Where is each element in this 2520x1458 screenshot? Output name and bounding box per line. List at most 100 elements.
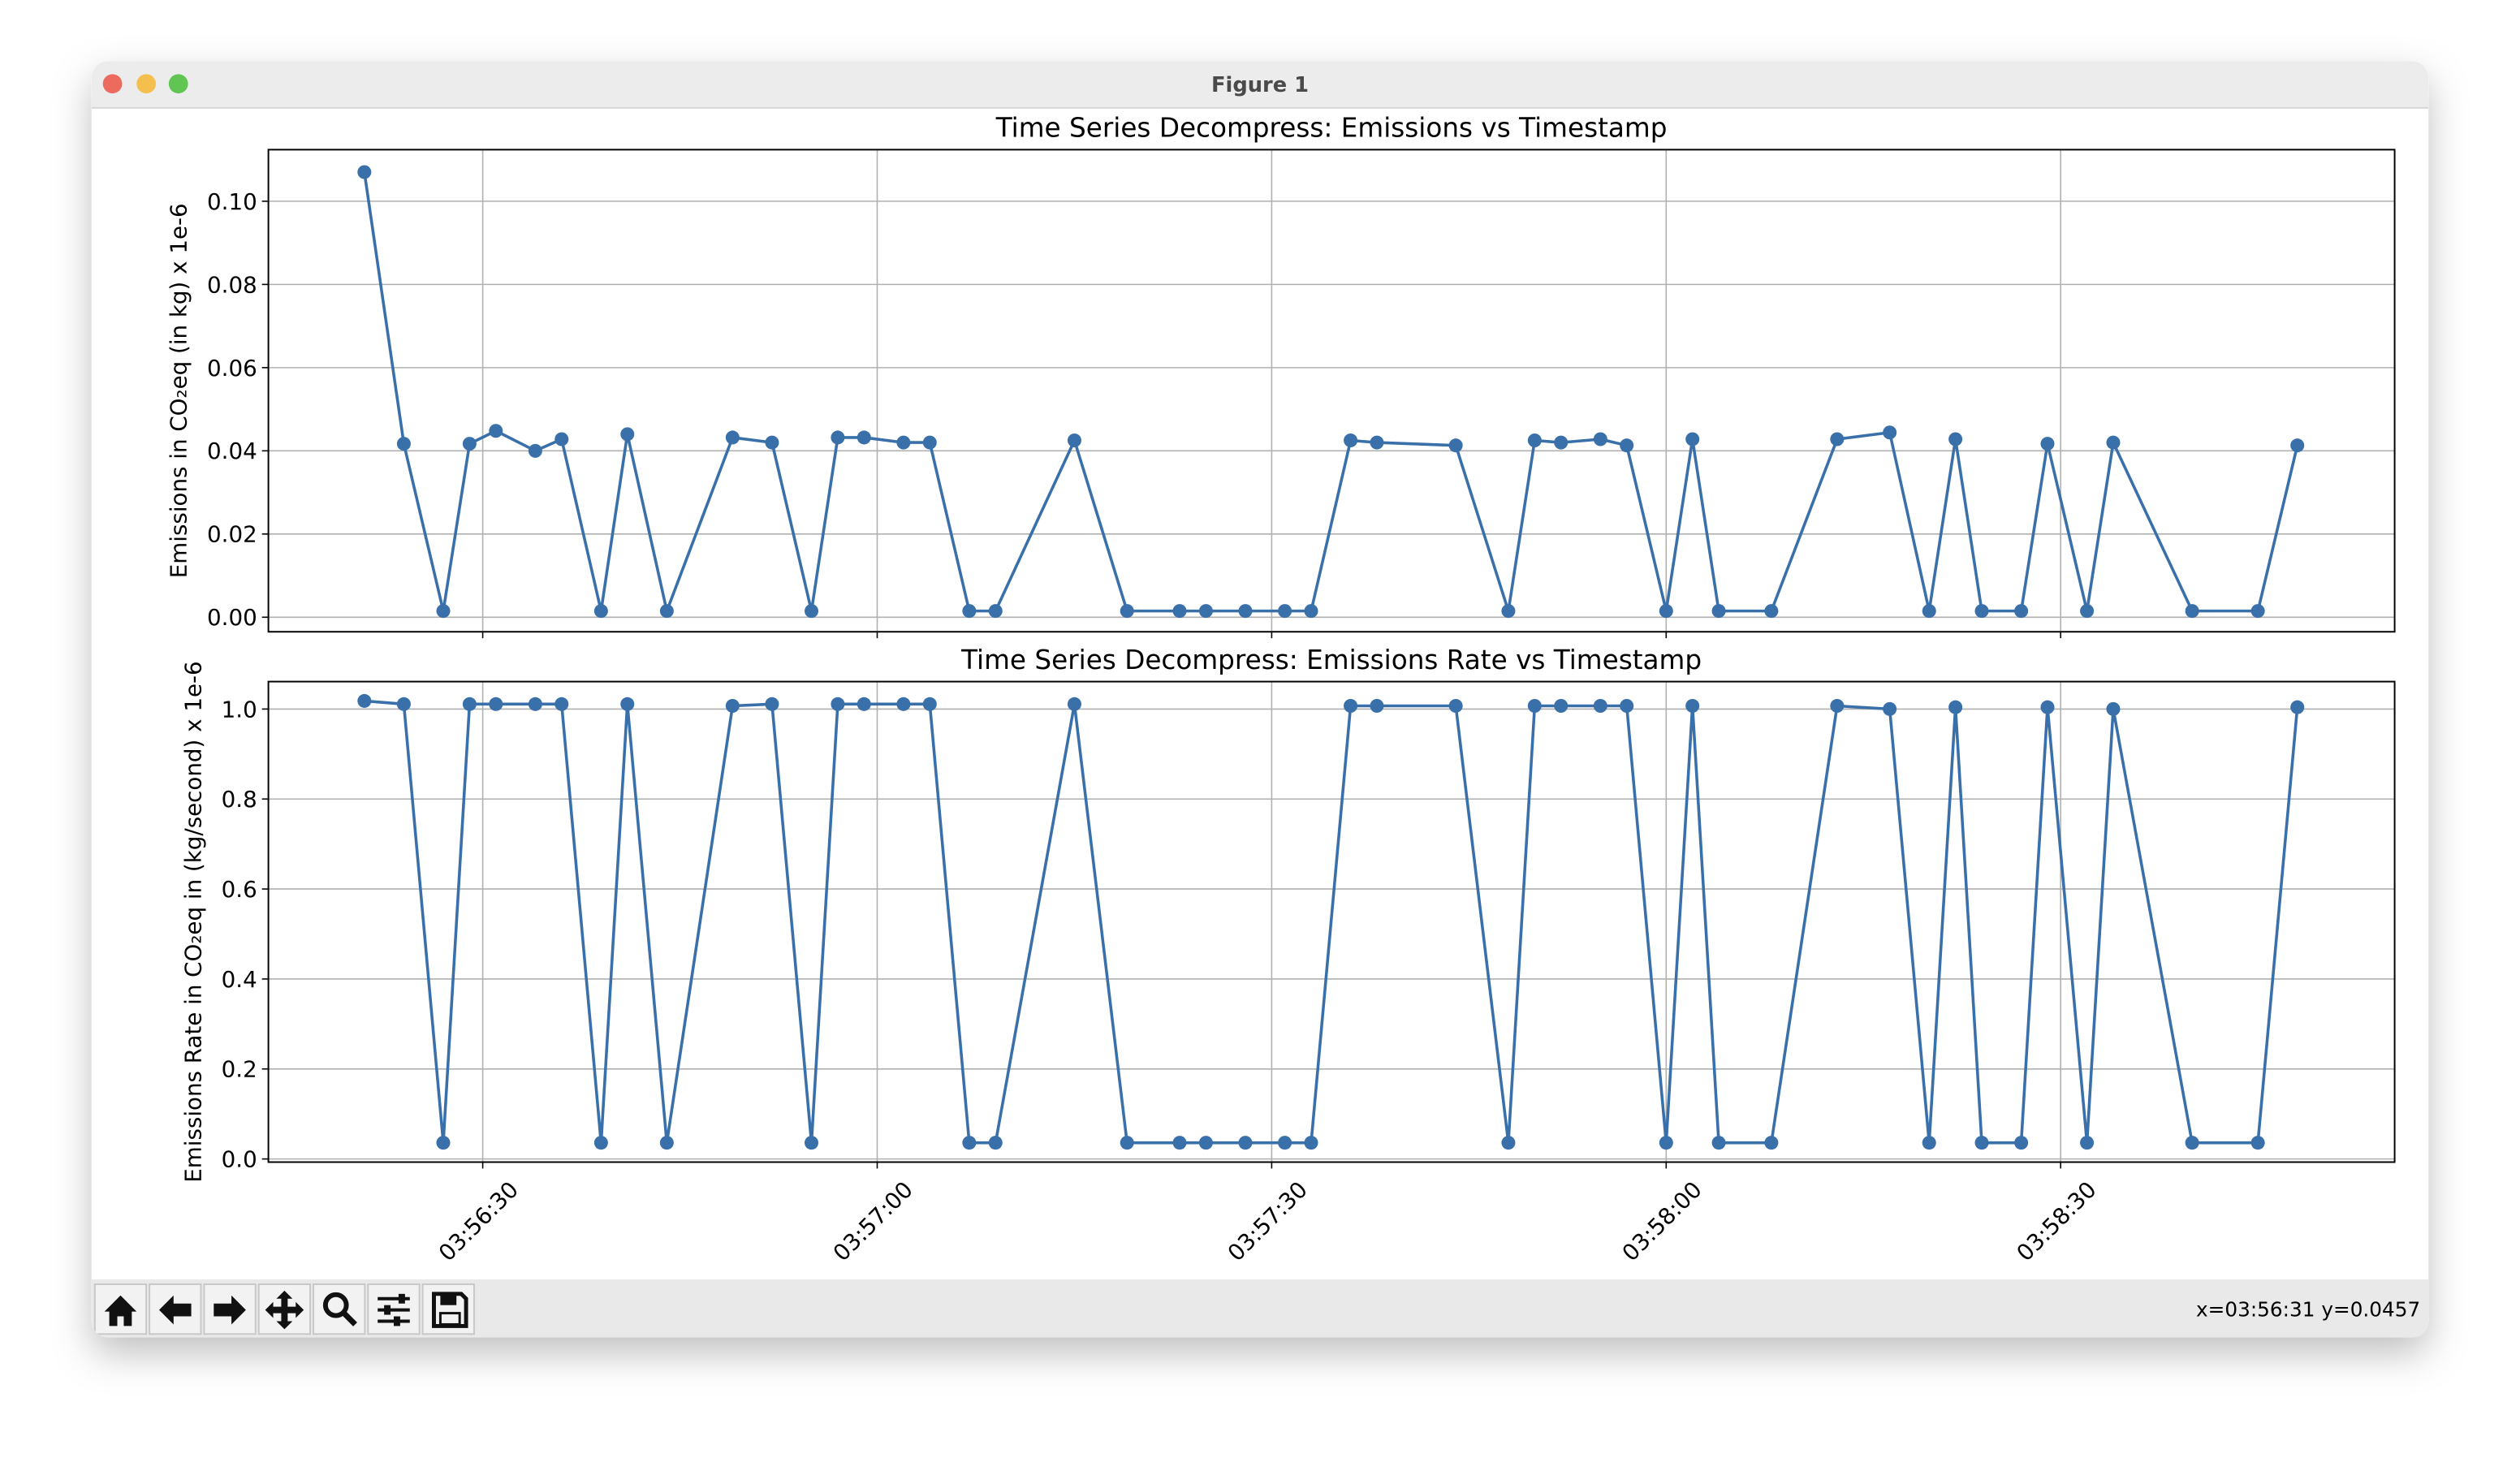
- data-point: [1501, 604, 1516, 619]
- data-point: [659, 604, 674, 619]
- data-point: [1711, 1136, 1726, 1150]
- data-point: [1711, 604, 1726, 619]
- data-point: [1172, 604, 1187, 619]
- data-point: [988, 604, 1003, 619]
- data-point: [1974, 604, 1989, 619]
- data-point: [1370, 435, 1384, 450]
- data-point: [659, 1136, 674, 1150]
- y-tick-label: 0.02: [207, 521, 257, 548]
- data-point: [1883, 701, 1897, 716]
- data-point: [1620, 438, 1634, 453]
- window-title: Figure 1: [1211, 73, 1309, 97]
- data-point: [436, 1136, 451, 1150]
- y-tick-label: 1.0: [222, 696, 257, 723]
- plot-frame: [267, 149, 2396, 633]
- data-point: [2080, 604, 2095, 619]
- data-point: [805, 1136, 819, 1150]
- data-point: [1370, 699, 1384, 714]
- data-point: [765, 697, 779, 711]
- y-tick-label: 0.2: [222, 1056, 257, 1083]
- data-point: [2014, 1136, 2029, 1150]
- data-point: [357, 165, 372, 179]
- data-point: [896, 435, 911, 450]
- data-point: [1922, 604, 1936, 619]
- status-text: x=03:56:31 y=0.0457: [2196, 1298, 2420, 1322]
- save-button[interactable]: [421, 1283, 475, 1335]
- data-point: [396, 437, 411, 451]
- data-point: [554, 697, 569, 711]
- data-line: [364, 699, 2299, 1145]
- data-point: [1067, 697, 1081, 711]
- data-point: [1344, 434, 1358, 448]
- data-point: [1198, 604, 1213, 619]
- y-tick-label: 0.10: [207, 188, 257, 215]
- data-point: [1948, 700, 1963, 714]
- data-point: [1974, 1136, 1989, 1150]
- data-point: [396, 697, 411, 711]
- data-point: [1593, 699, 1607, 714]
- data-point: [2250, 1136, 2265, 1150]
- data-point: [1278, 604, 1292, 619]
- data-point: [462, 437, 477, 451]
- pan-button[interactable]: [257, 1283, 312, 1335]
- data-point: [896, 697, 911, 711]
- data-point: [831, 697, 845, 711]
- close-button[interactable]: [102, 74, 123, 94]
- data-point: [765, 435, 779, 450]
- minimize-button[interactable]: [136, 74, 157, 94]
- data-point: [2040, 700, 2055, 714]
- data-point: [857, 430, 871, 445]
- home-button[interactable]: [93, 1283, 148, 1335]
- data-point: [1830, 432, 1845, 446]
- data-point: [1304, 1136, 1318, 1150]
- data-point: [2290, 700, 2305, 714]
- data-point: [922, 697, 937, 711]
- data-point: [593, 1136, 608, 1150]
- data-point: [725, 430, 740, 445]
- data-point: [1764, 1136, 1779, 1150]
- data-point: [1238, 604, 1253, 619]
- data-point: [962, 1136, 977, 1150]
- back-button[interactable]: [149, 1283, 202, 1335]
- data-point: [857, 697, 871, 711]
- data-point: [988, 1136, 1003, 1150]
- data-point: [620, 697, 635, 711]
- data-point: [2185, 604, 2199, 619]
- data-point: [2106, 701, 2121, 716]
- data-point: [962, 604, 977, 619]
- figure: 0.00 0.02 0.04 0.06 0.08 0.10 Time Series Deco…: [166, 113, 2396, 1303]
- data-point: [805, 604, 819, 619]
- data-point: [489, 424, 503, 438]
- window-content: Figure 1 0.00 0.02 0.04 0.06 0.08 0.10 Time Se…: [91, 61, 2429, 1338]
- data-point: [1172, 1136, 1187, 1150]
- y-tick-label: 0.08: [207, 271, 257, 298]
- data-point: [831, 430, 845, 445]
- data-point: [1554, 699, 1569, 714]
- data-point: [489, 697, 503, 711]
- data-point: [1448, 438, 1463, 453]
- data-point: [528, 697, 542, 711]
- data-point: [1948, 432, 1963, 446]
- y-tick-label: 0.06: [207, 355, 257, 382]
- zoom-button[interactable]: [168, 74, 188, 94]
- forward-button[interactable]: [203, 1283, 257, 1335]
- data-point: [2014, 604, 2029, 619]
- plot-background: [268, 149, 2395, 632]
- data-point: [1120, 1136, 1134, 1150]
- data-point: [462, 697, 477, 711]
- data-point: [620, 427, 635, 442]
- data-point: [2250, 604, 2265, 619]
- y-axis-label: Emissions in CO₂eq (in kg) x 1e-6: [166, 203, 192, 578]
- data-point: [1067, 434, 1081, 448]
- data-point: [1659, 604, 1673, 619]
- zoom-tool-button[interactable]: [313, 1283, 366, 1335]
- y-tick-label: 0.00: [207, 604, 257, 631]
- data-point: [1304, 604, 1318, 619]
- data-point: [1883, 425, 1897, 440]
- configure-button[interactable]: [367, 1283, 421, 1335]
- data-point: [528, 443, 542, 458]
- y-tick-label: 0.0: [222, 1146, 257, 1173]
- data-line: [363, 171, 2299, 613]
- y-tick-label: 0.4: [222, 966, 257, 993]
